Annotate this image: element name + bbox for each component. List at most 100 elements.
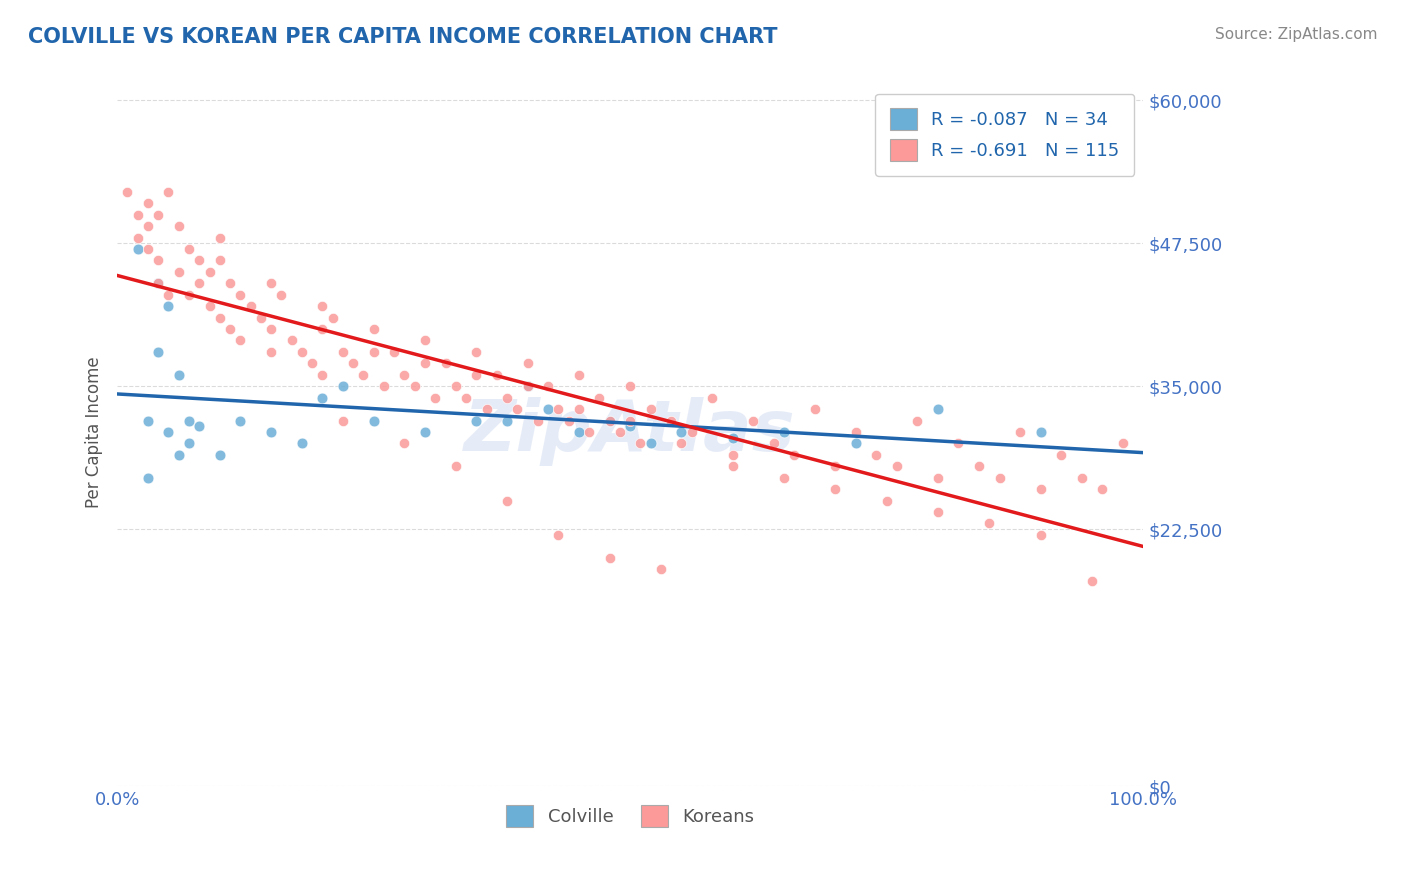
Point [167, 219, 190, 233]
Point [496, 493, 519, 508]
Point [640, 402, 662, 417]
Point [177, 413, 200, 427]
Point [527, 413, 550, 427]
Point [188, 253, 211, 268]
Point [1070, 471, 1092, 485]
Point [404, 379, 426, 393]
Point [465, 413, 488, 427]
Point [219, 322, 242, 336]
Point [721, 459, 744, 474]
Point [1050, 448, 1073, 462]
Point [927, 402, 949, 417]
Point [506, 402, 529, 417]
Point [260, 277, 283, 291]
Point [640, 436, 662, 450]
Point [136, 471, 159, 485]
Point [148, 345, 170, 359]
Legend: Colville, Koreans: Colville, Koreans [499, 797, 761, 834]
Point [322, 310, 344, 325]
Point [721, 448, 744, 462]
Point [208, 310, 231, 325]
Point [773, 425, 796, 439]
Point [804, 402, 827, 417]
Point [157, 185, 180, 199]
Point [568, 402, 591, 417]
Point [177, 436, 200, 450]
Point [177, 242, 200, 256]
Point [650, 562, 672, 576]
Point [773, 471, 796, 485]
Point [394, 368, 416, 382]
Text: ZipAtlas: ZipAtlas [464, 398, 796, 467]
Point [250, 310, 273, 325]
Point [363, 345, 385, 359]
Point [291, 436, 314, 450]
Point [413, 334, 436, 348]
Point [557, 413, 579, 427]
Point [270, 287, 292, 301]
Point [208, 253, 231, 268]
Point [188, 419, 211, 434]
Point [148, 277, 170, 291]
Point [127, 242, 149, 256]
Point [454, 391, 477, 405]
Point [208, 230, 231, 244]
Point [681, 425, 703, 439]
Point [568, 425, 591, 439]
Point [157, 287, 180, 301]
Point [824, 482, 846, 496]
Point [927, 471, 949, 485]
Point [136, 242, 159, 256]
Point [157, 425, 180, 439]
Point [547, 528, 569, 542]
Point [671, 425, 693, 439]
Point [465, 345, 488, 359]
Point [876, 493, 898, 508]
Point [198, 265, 221, 279]
Point [219, 277, 242, 291]
Point [332, 345, 354, 359]
Point [742, 413, 765, 427]
Point [845, 436, 868, 450]
Point [136, 413, 159, 427]
Point [136, 219, 159, 233]
Point [229, 413, 252, 427]
Point [630, 436, 652, 450]
Point [301, 356, 323, 370]
Point [762, 436, 785, 450]
Point [229, 287, 252, 301]
Point [619, 413, 641, 427]
Point [291, 345, 314, 359]
Point [659, 413, 682, 427]
Point [394, 436, 416, 450]
Point [1081, 574, 1104, 588]
Point [599, 413, 621, 427]
Point [1091, 482, 1114, 496]
Point [177, 287, 200, 301]
Point [434, 356, 457, 370]
Point [280, 334, 302, 348]
Point [332, 413, 354, 427]
Point [609, 425, 631, 439]
Point [413, 425, 436, 439]
Point [619, 379, 641, 393]
Point [537, 402, 560, 417]
Point [783, 448, 806, 462]
Point [332, 379, 354, 393]
Point [198, 299, 221, 313]
Point [886, 459, 908, 474]
Point [363, 413, 385, 427]
Point [352, 368, 374, 382]
Point [311, 299, 333, 313]
Text: Source: ZipAtlas.com: Source: ZipAtlas.com [1215, 27, 1378, 42]
Point [413, 356, 436, 370]
Point [148, 277, 170, 291]
Point [167, 368, 190, 382]
Point [988, 471, 1011, 485]
Point [907, 413, 929, 427]
Point [311, 322, 333, 336]
Point [260, 425, 283, 439]
Point [578, 425, 600, 439]
Point [260, 345, 283, 359]
Point [702, 391, 724, 405]
